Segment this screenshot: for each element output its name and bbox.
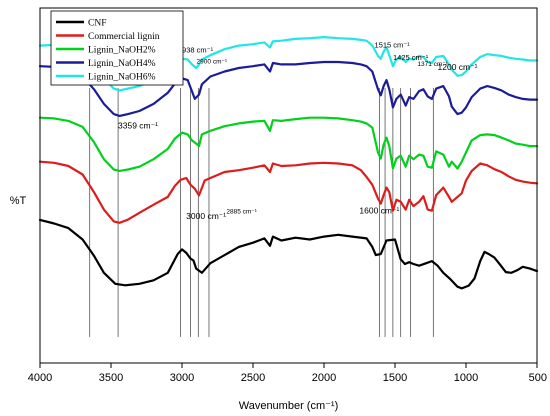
y-axis-label: %T xyxy=(10,195,27,207)
plot-frame xyxy=(39,7,538,364)
series-line-commercial-lignin xyxy=(38,160,539,224)
series-line-lignin-naoh2- xyxy=(38,116,539,172)
legend-label-3: Lignin_NaOH4% xyxy=(88,59,156,69)
x-tick-label-2500: 2500 xyxy=(241,372,265,384)
peak-annotation-10: 1200 cm⁻¹ xyxy=(438,62,478,72)
peak-annotation-4: 2900 cm⁻¹ xyxy=(197,59,228,66)
series-line-cnf xyxy=(38,218,539,290)
peak-annotation-7: 1515 cm⁻¹ xyxy=(375,40,411,49)
x-tick-label-2000: 2000 xyxy=(312,372,336,384)
peak-annotation-1: 3359 cm⁻¹ xyxy=(118,121,158,131)
legend-label-0: CNF xyxy=(88,18,106,28)
legend-label-1: Commercial lignin xyxy=(88,32,160,42)
legend-label-2: Lignin_NaOH2% xyxy=(88,45,156,55)
x-tick-label-3500: 3500 xyxy=(99,372,123,384)
peak-annotation-3: 2938 cm⁻¹ xyxy=(178,45,214,54)
x-axis-label: Wavenumber (cm⁻¹) xyxy=(239,400,339,412)
legend-label-4: Lignin_NaOH6% xyxy=(88,72,156,82)
peak-annotation-6: 1600 cm⁻¹ xyxy=(359,206,399,216)
x-tick-label-3000: 3000 xyxy=(170,372,194,384)
series-lines xyxy=(38,35,539,290)
legend: CNF Commercial lignin Lignin_NaOH2% Lignin_… xyxy=(50,10,184,86)
series-line-lignin-naoh4- xyxy=(38,60,539,118)
x-tick-label-1000: 1000 xyxy=(454,372,478,384)
x-axis-ticks: 4000 3500 3000 2500 2000 1500 1000 500 xyxy=(28,363,547,384)
peak-annotation-9: 1371 cm⁻¹ xyxy=(417,61,448,68)
peak-annotation-2: 3000 cm⁻¹ xyxy=(186,211,226,221)
x-tick-label-1500: 1500 xyxy=(383,372,407,384)
peak-annotation-8: 1425 cm⁻¹ xyxy=(393,53,429,62)
x-tick-label-500: 500 xyxy=(529,372,547,384)
x-tick-label-4000: 4000 xyxy=(28,372,52,384)
peak-annotation-5: 2885 cm⁻¹ xyxy=(226,209,257,216)
reference-lines xyxy=(89,88,434,337)
